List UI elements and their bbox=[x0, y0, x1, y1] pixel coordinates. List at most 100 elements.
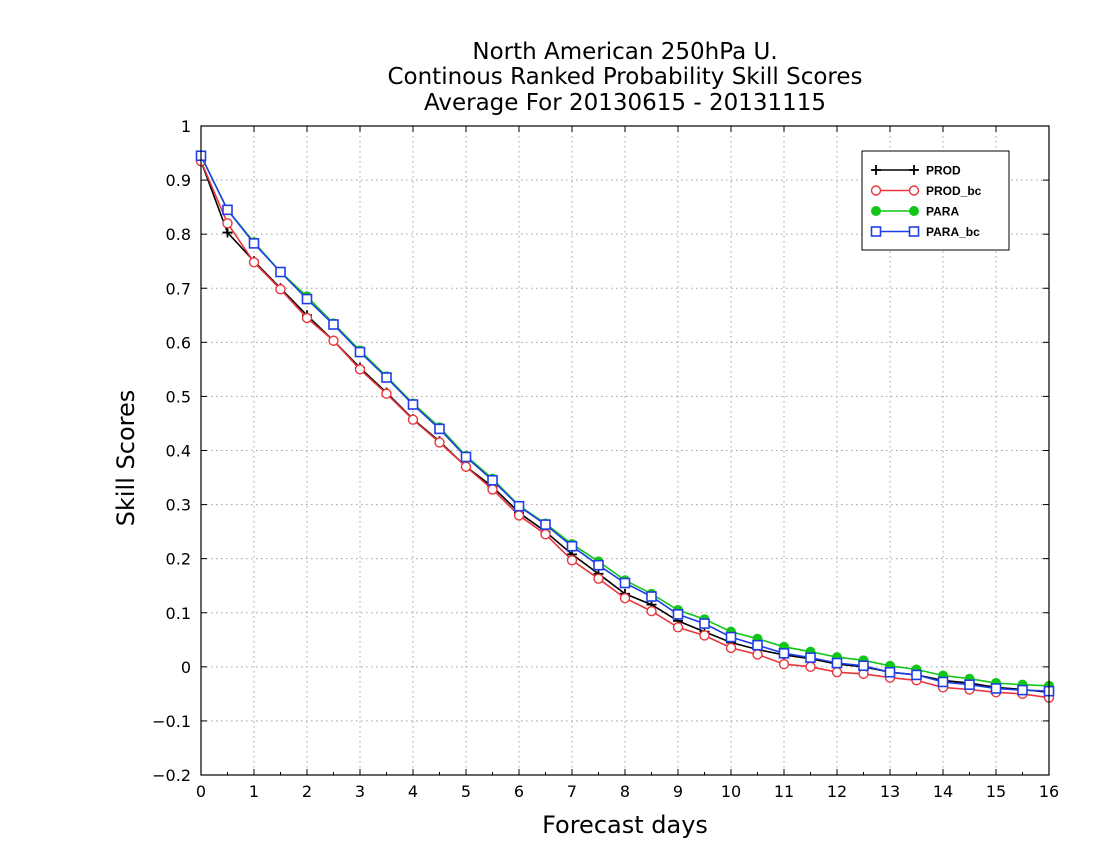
legend-item: PARA_bc bbox=[870, 225, 980, 239]
data-point bbox=[619, 592, 631, 604]
data-point bbox=[805, 652, 816, 663]
data-point bbox=[222, 227, 233, 238]
data-point bbox=[964, 679, 975, 690]
y-tick-label: 0.9 bbox=[166, 171, 191, 190]
y-tick-label: 0.6 bbox=[166, 333, 191, 352]
x-tick-label: 8 bbox=[620, 782, 630, 801]
y-tick-label: −0.2 bbox=[152, 766, 191, 785]
x-axis-title: Forecast days bbox=[542, 811, 708, 839]
data-point bbox=[407, 414, 419, 425]
data-point bbox=[275, 284, 286, 295]
data-point bbox=[805, 661, 816, 673]
y-tick-label: 0.4 bbox=[166, 442, 191, 461]
data-point bbox=[646, 591, 657, 602]
legend-label: PROD bbox=[926, 164, 961, 178]
x-tick-label: 15 bbox=[986, 782, 1006, 801]
data-point bbox=[354, 364, 366, 375]
data-point bbox=[513, 510, 525, 521]
chart-title-line-3: Average For 20130615 - 20131115 bbox=[424, 90, 826, 116]
x-tick-label: 9 bbox=[673, 782, 683, 801]
data-point bbox=[513, 500, 525, 512]
data-point bbox=[672, 622, 684, 633]
data-point bbox=[487, 474, 498, 486]
data-point bbox=[222, 218, 233, 229]
legend-label: PARA_bc bbox=[926, 225, 980, 239]
data-point bbox=[937, 676, 949, 688]
data-point bbox=[301, 312, 313, 324]
y-tick-label: 0.2 bbox=[166, 550, 191, 569]
legend-marker bbox=[908, 226, 920, 237]
y-tick-label: 0.5 bbox=[166, 387, 191, 406]
legend-marker bbox=[870, 185, 882, 196]
x-tick-label: 4 bbox=[408, 782, 418, 801]
data-point bbox=[460, 451, 472, 463]
data-point bbox=[222, 204, 233, 216]
data-point bbox=[831, 657, 843, 669]
axis-ticks bbox=[200, 125, 1050, 776]
y-tick-label: 0.3 bbox=[166, 496, 191, 515]
x-tick-label: 5 bbox=[461, 782, 471, 801]
data-point bbox=[778, 658, 790, 670]
y-tick-label: 0.8 bbox=[166, 225, 191, 244]
data-point bbox=[593, 559, 604, 571]
data-point bbox=[619, 577, 631, 589]
data-point bbox=[407, 399, 419, 410]
x-tick-label: 14 bbox=[933, 782, 953, 801]
data-point bbox=[884, 666, 896, 678]
y-tick-label: 0.7 bbox=[166, 279, 191, 298]
data-point bbox=[699, 630, 710, 641]
legend-marker bbox=[871, 206, 881, 216]
y-tick-label: 1 bbox=[181, 117, 191, 136]
data-point bbox=[752, 639, 763, 651]
series-layer bbox=[195, 150, 1055, 703]
series-para-bc bbox=[195, 150, 1055, 697]
data-point bbox=[434, 423, 445, 435]
legend-label: PARA bbox=[926, 205, 959, 219]
data-point bbox=[858, 660, 869, 672]
data-point bbox=[778, 648, 790, 659]
data-point bbox=[593, 573, 604, 584]
x-tick-label: 10 bbox=[721, 782, 741, 801]
x-tick-label: 16 bbox=[1039, 782, 1059, 801]
x-tick-label: 7 bbox=[567, 782, 577, 801]
x-axis-tick-labels: 0 1 2 3 4 5 6 7 8 9 10 11 12 13 14 15 16 bbox=[196, 782, 1059, 801]
legend-box bbox=[861, 150, 1010, 251]
data-point bbox=[725, 642, 737, 654]
legend-marker bbox=[909, 206, 919, 216]
data-point bbox=[275, 266, 286, 278]
y-tick-label: −0.1 bbox=[152, 712, 191, 731]
chart-title-line-2: Continous Ranked Probability Skill Score… bbox=[387, 64, 862, 90]
x-tick-label: 12 bbox=[827, 782, 847, 801]
legend-item: PROD_bc bbox=[870, 184, 982, 198]
data-point bbox=[725, 631, 737, 643]
data-point bbox=[301, 293, 313, 305]
legend-marker bbox=[908, 185, 920, 196]
x-tick-label: 11 bbox=[774, 782, 794, 801]
data-point bbox=[990, 683, 1002, 694]
chart-title: North American 250hPa U. Continous Ranke… bbox=[387, 39, 862, 116]
y-tick-label: 0.1 bbox=[166, 604, 191, 623]
x-tick-label: 6 bbox=[514, 782, 524, 801]
legend-marker bbox=[909, 165, 919, 175]
data-point bbox=[752, 649, 763, 660]
y-tick-label: 0 bbox=[181, 658, 191, 677]
x-tick-label: 3 bbox=[355, 782, 365, 801]
x-tick-label: 1 bbox=[249, 782, 259, 801]
data-point bbox=[566, 555, 578, 566]
data-point bbox=[381, 372, 392, 383]
data-point bbox=[831, 667, 843, 678]
legend: PROD PROD_bc PARA PARA_bc bbox=[861, 150, 1010, 251]
data-point bbox=[540, 519, 551, 530]
data-point bbox=[1017, 684, 1028, 696]
data-point bbox=[381, 388, 392, 399]
legend-marker bbox=[870, 226, 882, 237]
legend-item: PARA bbox=[871, 205, 959, 219]
y-axis-title: Skill Scores bbox=[112, 390, 140, 527]
data-point bbox=[354, 346, 366, 358]
data-point bbox=[434, 437, 445, 448]
grid-lines bbox=[201, 126, 1049, 775]
data-point bbox=[540, 529, 551, 540]
data-point bbox=[911, 669, 922, 681]
data-point bbox=[460, 461, 472, 472]
